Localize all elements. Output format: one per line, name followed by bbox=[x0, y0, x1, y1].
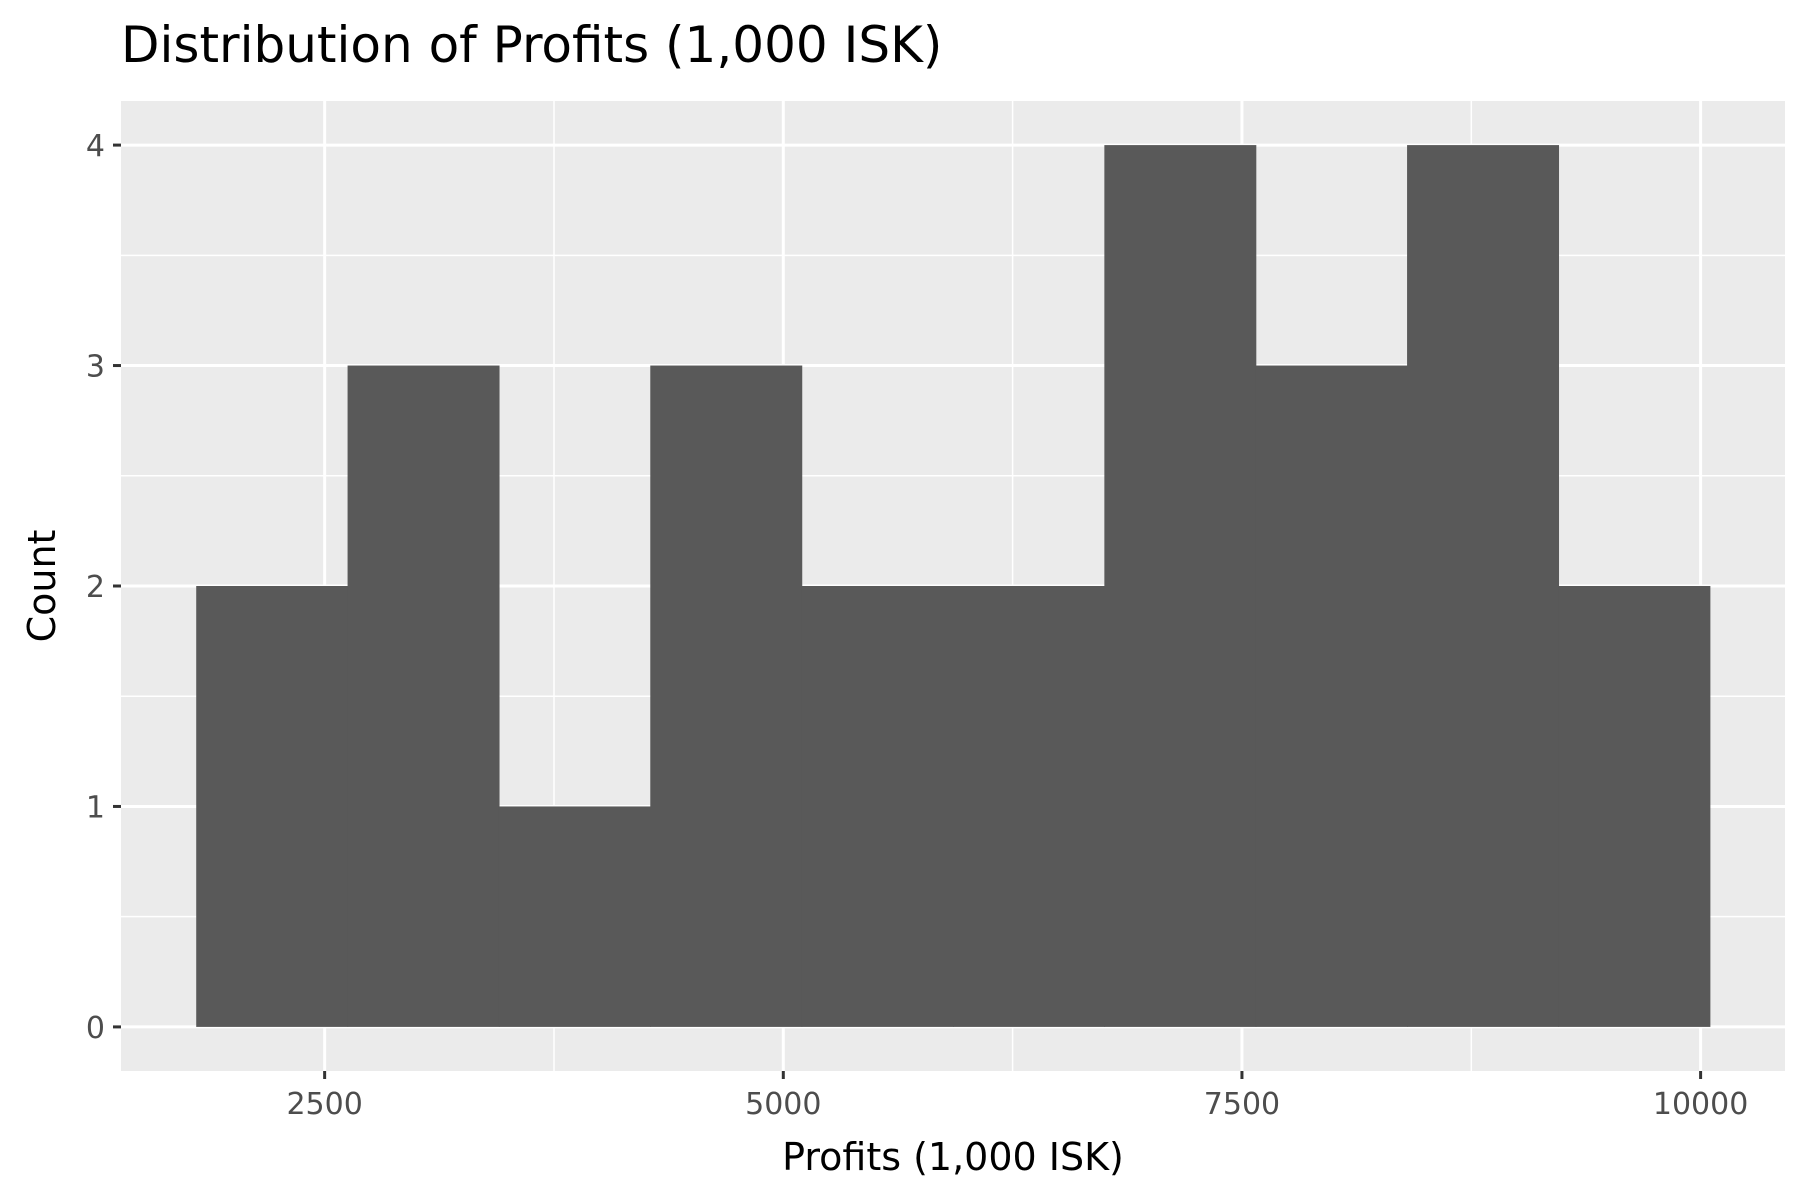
histogram-bar bbox=[801, 586, 954, 1027]
x-tick-label: 5000 bbox=[745, 1087, 821, 1122]
histogram-bars bbox=[196, 145, 1711, 1027]
y-tick-label: 0 bbox=[86, 1011, 105, 1046]
x-tick-label: 7500 bbox=[1204, 1087, 1280, 1122]
histogram-bar bbox=[953, 586, 1105, 1027]
y-axis: 0 1 2 3 4 bbox=[86, 129, 121, 1046]
y-tick-label: 1 bbox=[86, 790, 105, 825]
histogram-bar bbox=[650, 365, 803, 1027]
histogram-bar bbox=[1104, 145, 1257, 1027]
x-tick-label: 10000 bbox=[1653, 1087, 1748, 1122]
x-axis-title: Profits (1,000 ISK) bbox=[782, 1135, 1124, 1179]
y-tick-label: 2 bbox=[86, 570, 105, 605]
histogram-bar bbox=[196, 586, 349, 1027]
histogram-bar bbox=[498, 806, 651, 1027]
y-tick-label: 3 bbox=[86, 350, 105, 385]
y-tick-label: 4 bbox=[86, 129, 105, 164]
histogram-bar bbox=[1255, 365, 1408, 1027]
x-axis: 2500 5000 7500 10000 bbox=[286, 1071, 1748, 1122]
x-tick-label: 2500 bbox=[286, 1087, 362, 1122]
chart-title: Distribution of Profits (1,000 ISK) bbox=[121, 16, 942, 74]
histogram-bar bbox=[1558, 586, 1711, 1027]
histogram-bar bbox=[347, 365, 500, 1027]
histogram-bar bbox=[1407, 145, 1560, 1027]
y-axis-title: Count bbox=[20, 530, 64, 643]
